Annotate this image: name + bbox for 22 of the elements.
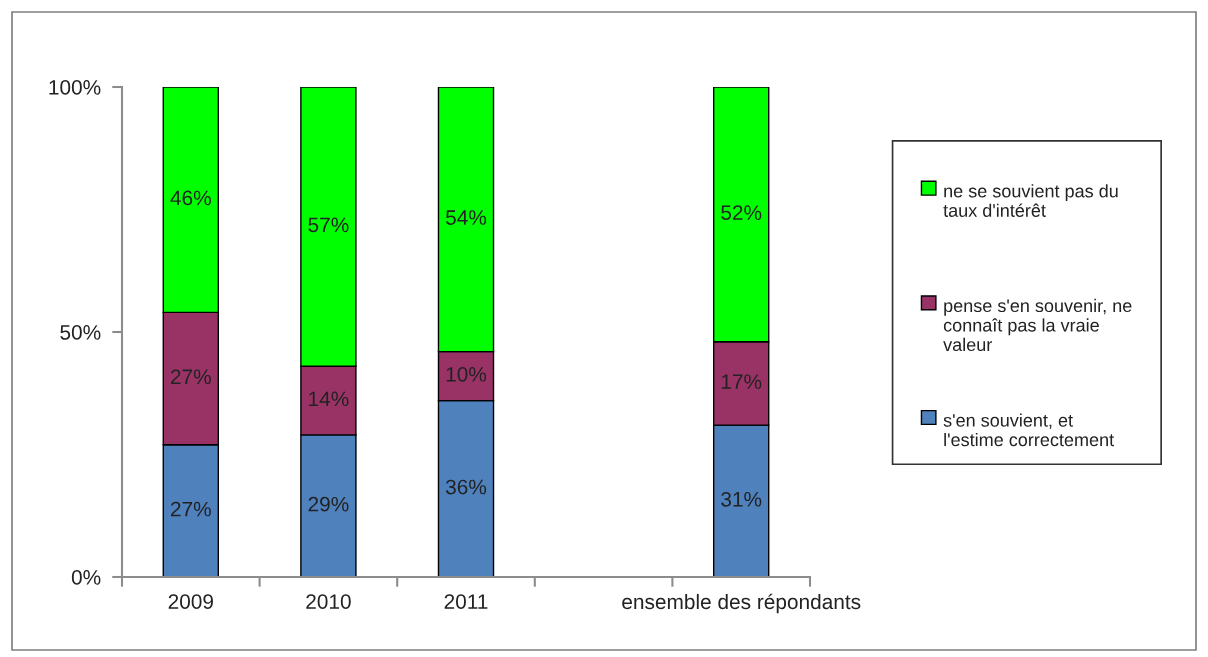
data-label: 29% — [308, 496, 349, 512]
data-label: 52% — [721, 205, 762, 220]
legend-label: ne se souvient pas du taux d'intérêt — [943, 184, 1118, 217]
data-label: 27% — [171, 501, 211, 517]
data-label: 31% — [721, 491, 762, 507]
x-tick-label: 2010 — [306, 594, 351, 609]
data-label: 46% — [170, 190, 211, 206]
y-tick-label: 0% — [71, 570, 101, 585]
data-label: 14% — [309, 391, 349, 407]
x-tick-label: 2009 — [168, 594, 213, 609]
data-label: 57% — [308, 217, 349, 233]
data-label: 27% — [171, 369, 211, 385]
data-label: 10% — [446, 366, 487, 382]
data-label: 17% — [721, 374, 762, 389]
legend-label: pense s'en souvenir, ne connaît pas la vraie valeur — [943, 298, 1132, 352]
x-tick-label: 2011 — [444, 594, 488, 609]
legend-label: s'en souvient, et l'estime correctement — [943, 413, 1114, 447]
x-tick-label: ensemble des répondants — [622, 593, 861, 614]
y-tick-label: 100% — [49, 80, 101, 95]
data-label: 36% — [445, 479, 487, 495]
y-tick-label: 50% — [60, 325, 101, 340]
data-label: 54% — [445, 210, 487, 225]
